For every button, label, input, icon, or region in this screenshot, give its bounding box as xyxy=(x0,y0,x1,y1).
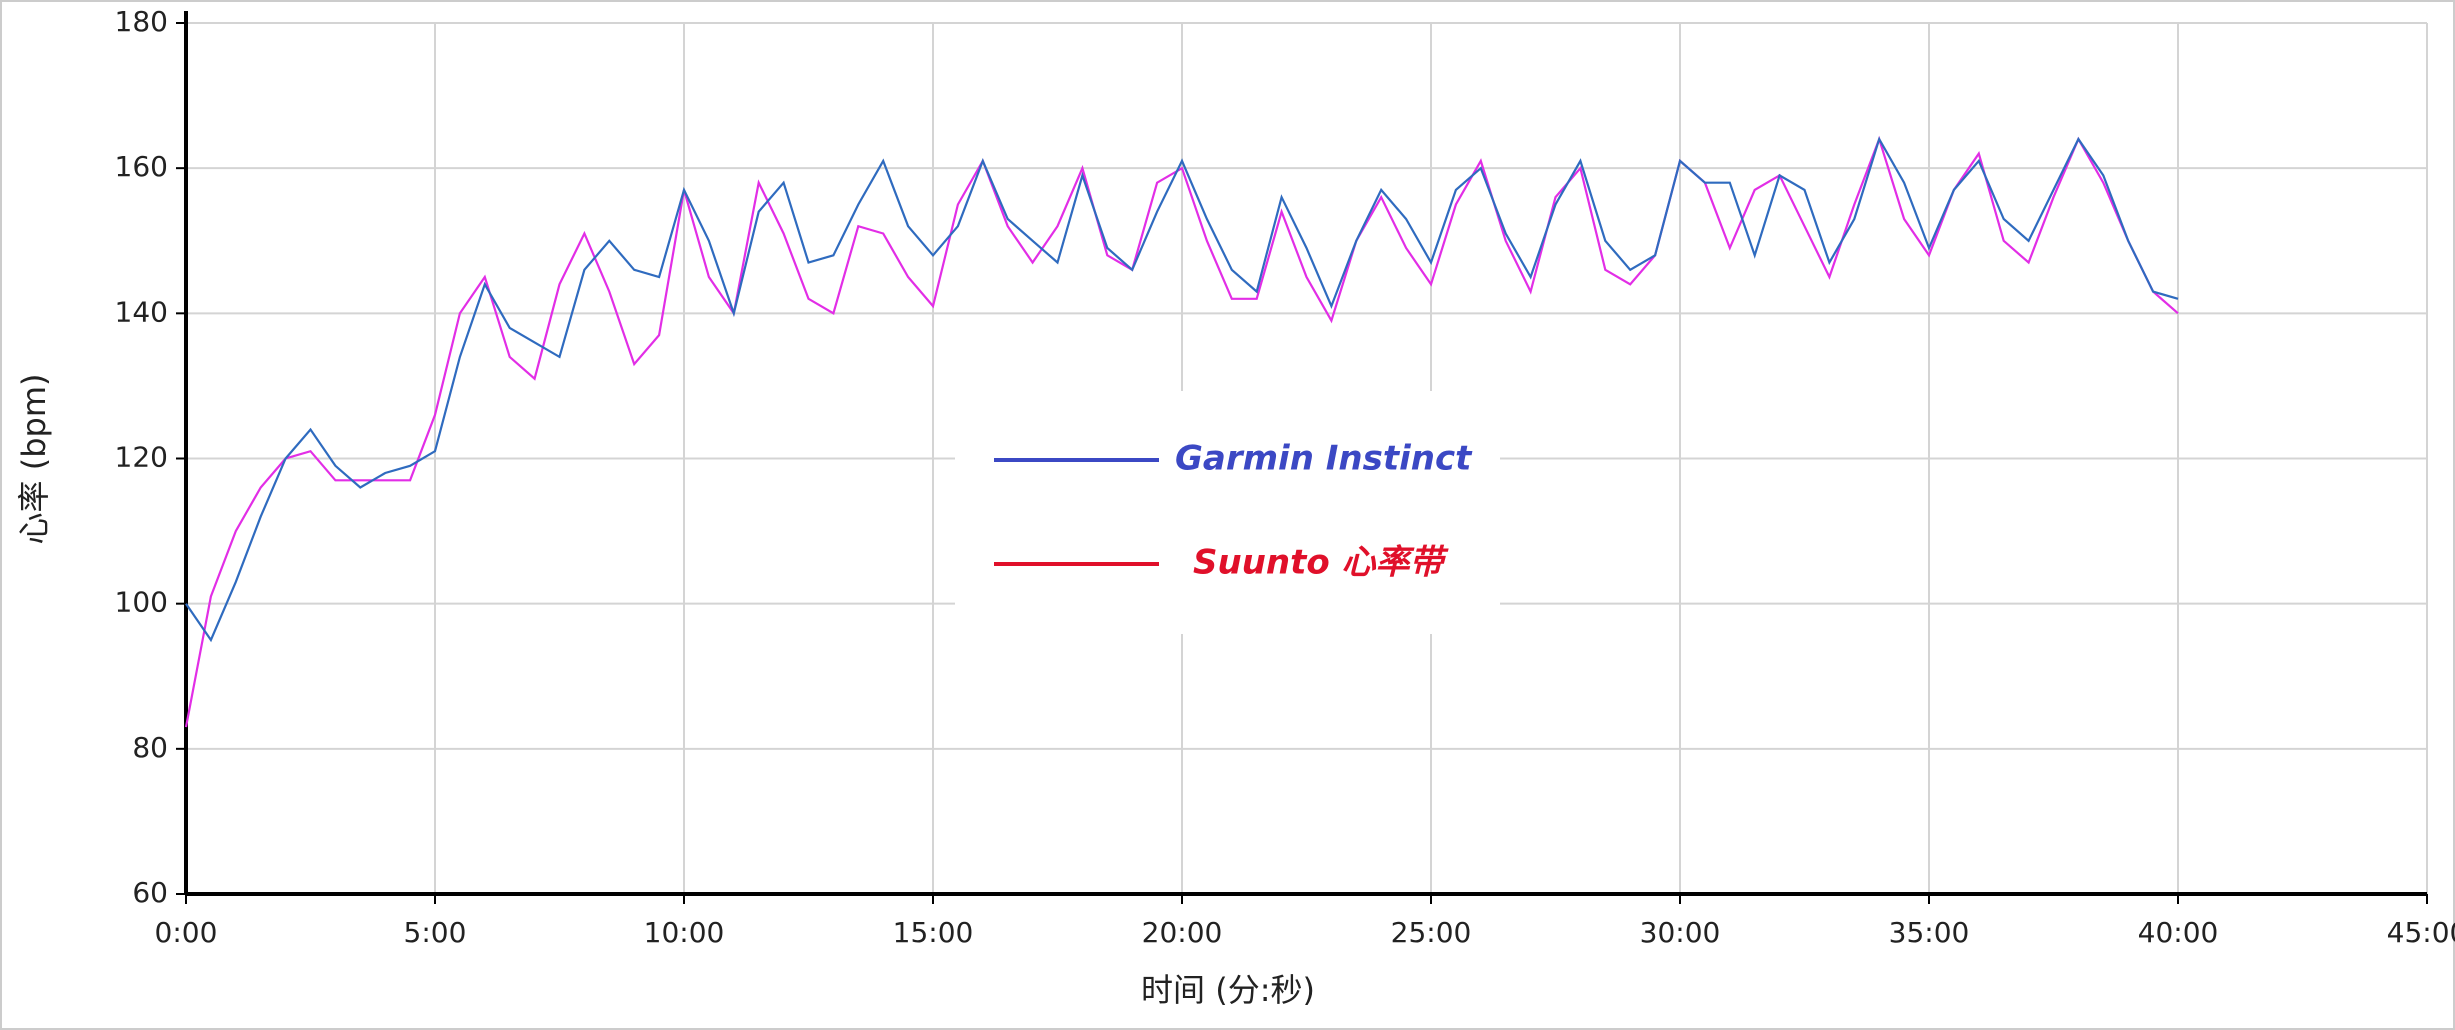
y-tick-label: 140 xyxy=(115,295,168,328)
legend: Garmin Instinct Suunto 心率带 xyxy=(955,391,1500,634)
legend-label: Suunto 心率带 xyxy=(1193,543,1450,583)
series-line xyxy=(184,135,2179,728)
y-tick-label: 80 xyxy=(132,731,168,764)
x-tick-label: 30:00 xyxy=(1640,916,1721,949)
y-tick-label: 120 xyxy=(115,441,168,474)
x-tick-label: 40:00 xyxy=(2138,916,2219,949)
x-tick-label: 10:00 xyxy=(644,916,725,949)
y-axis-label: 心率 (bpm) xyxy=(15,374,53,545)
legend-box xyxy=(955,391,1500,634)
y-tick-label: 180 xyxy=(115,5,168,38)
x-tick-label: 0:00 xyxy=(155,916,218,949)
y-tick-label: 60 xyxy=(132,876,168,909)
x-tick-label: 35:00 xyxy=(1889,916,1970,949)
x-tick-label: 5:00 xyxy=(404,916,467,949)
y-tick-label: 100 xyxy=(115,586,168,619)
x-tick-label: 15:00 xyxy=(893,916,974,949)
y-tick-label: 160 xyxy=(115,150,168,183)
series-line xyxy=(185,136,2179,643)
legend-label: Garmin Instinct xyxy=(1175,439,1473,479)
x-tick-label: 20:00 xyxy=(1142,916,1223,949)
x-tick-label: 45:00 xyxy=(2387,916,2455,949)
x-tick-label: 25:00 xyxy=(1391,916,1472,949)
x-axis-label: 时间 (分:秒) xyxy=(1141,971,1315,1009)
